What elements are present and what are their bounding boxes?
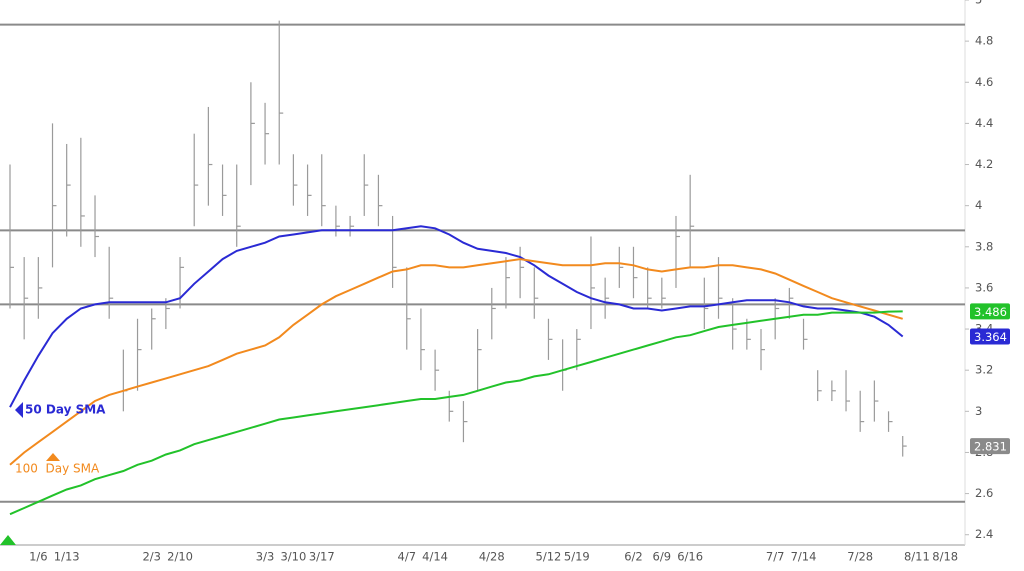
x-tick-label: 8/11 (904, 550, 930, 564)
x-tick-label: 2/3 (142, 550, 161, 564)
x-tick-label: 7/14 (791, 550, 817, 564)
marker (0, 535, 16, 545)
y-tick-label: 2.6 (975, 486, 993, 500)
last-value-box (970, 328, 1010, 345)
x-tick-label: 5/12 (536, 550, 562, 564)
sma-line (9, 310, 903, 516)
x-tick-label: 5/19 (564, 550, 590, 564)
y-tick-label: 3.6 (975, 280, 993, 294)
y-tick-label: 4.6 (975, 75, 993, 89)
x-tick-label: 3/10 (280, 550, 306, 564)
x-tick-label: 7/7 (766, 550, 785, 564)
x-tick-label: 4/14 (422, 550, 448, 564)
x-tick-label: 6/16 (677, 550, 703, 564)
x-tick-label: 8/18 (932, 550, 958, 564)
x-tick-label: 1/13 (54, 550, 80, 564)
y-tick-label: 3.2 (975, 363, 993, 377)
y-tick-label: 4.4 (975, 116, 993, 130)
last-value-label: 3.364 (974, 330, 1007, 344)
x-tick-label: 2/10 (167, 550, 193, 564)
x-tick-label: 6/9 (653, 550, 672, 564)
x-tick-label: 3/17 (309, 550, 335, 564)
x-tick-label: 4/28 (479, 550, 505, 564)
y-tick-label: 4.2 (975, 157, 993, 171)
marker (46, 453, 60, 461)
y-tick-label: 3 (975, 404, 982, 418)
x-tick-label: 6/2 (624, 550, 643, 564)
x-tick-label: 4/7 (398, 550, 417, 564)
x-tick-label: 7/28 (847, 550, 873, 564)
y-tick-label: 2.4 (975, 527, 993, 541)
y-tick-label: 3.8 (975, 239, 993, 253)
last-value-box (970, 438, 1010, 455)
last-value-box (970, 303, 1010, 320)
last-value-label: 2.831 (974, 440, 1007, 454)
sma-line (9, 258, 903, 466)
marker (15, 402, 23, 418)
sma-line (9, 225, 904, 408)
y-tick-label: 4.8 (975, 34, 993, 48)
y-tick-label: 5 (975, 0, 982, 7)
sma-annotation: 100 Day SMA (15, 462, 100, 476)
y-tick-label: 4 (975, 198, 982, 212)
sma-annotation: 50 Day SMA (25, 403, 106, 417)
x-tick-label: 3/3 (256, 550, 275, 564)
x-tick-label: 1/6 (29, 550, 48, 564)
last-value-label: 3.486 (974, 305, 1007, 319)
